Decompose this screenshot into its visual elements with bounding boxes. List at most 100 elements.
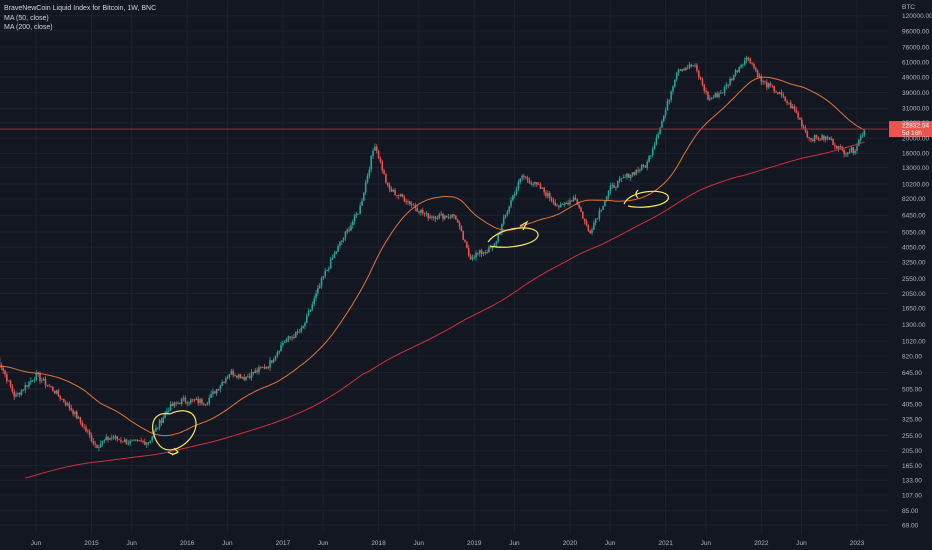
candle-body bbox=[515, 188, 518, 195]
annotation-loop-2020 bbox=[623, 189, 669, 208]
y-tick-label: 96000.00 bbox=[902, 28, 929, 35]
candle-body bbox=[478, 250, 481, 254]
candle-body bbox=[11, 386, 14, 392]
candle-body bbox=[513, 194, 516, 196]
candle-body bbox=[523, 175, 525, 177]
candle-body bbox=[767, 83, 770, 88]
candle-body bbox=[808, 137, 810, 138]
candle-body bbox=[167, 410, 170, 412]
candle-body bbox=[72, 410, 74, 415]
candle-body bbox=[830, 138, 833, 140]
candle-body bbox=[7, 380, 10, 382]
candle-body bbox=[112, 437, 115, 439]
candle-body bbox=[9, 380, 12, 387]
candle-body bbox=[721, 92, 724, 94]
candle-body bbox=[720, 92, 722, 94]
candle-body bbox=[800, 119, 803, 127]
y-tick-label: 133.00 bbox=[902, 478, 922, 485]
candle-body bbox=[353, 215, 356, 222]
candle-body bbox=[475, 253, 477, 258]
candle-body bbox=[223, 382, 225, 383]
candle-body bbox=[398, 195, 400, 197]
candle-body bbox=[679, 69, 682, 71]
candle-body bbox=[438, 214, 441, 219]
candle-body bbox=[611, 184, 614, 186]
candle-body bbox=[237, 374, 240, 378]
candle-body bbox=[151, 436, 154, 441]
candle-body bbox=[359, 205, 361, 214]
candle-body bbox=[390, 189, 393, 192]
candle-body bbox=[793, 106, 796, 110]
candle-body bbox=[366, 175, 369, 183]
candle-body bbox=[812, 139, 814, 142]
candle-body bbox=[506, 211, 509, 215]
candle-body bbox=[582, 211, 584, 219]
candle-body bbox=[263, 367, 266, 369]
candle-body bbox=[604, 200, 606, 207]
candle-body bbox=[567, 202, 569, 205]
candle-body bbox=[374, 146, 376, 151]
candle-body bbox=[701, 78, 704, 86]
candle-body bbox=[339, 242, 341, 246]
candle-body bbox=[832, 138, 834, 145]
candle-body bbox=[707, 92, 709, 100]
candle-body bbox=[79, 417, 82, 423]
candle-body bbox=[524, 176, 527, 178]
candle-body bbox=[771, 85, 774, 87]
x-tick-label: Jun bbox=[31, 540, 42, 547]
candle-body bbox=[101, 440, 104, 444]
y-tick-label: 8200.00 bbox=[902, 196, 926, 203]
x-axis[interactable]: Jun 2015 Jun 2016 Jun 2017 Jun 2018 Jun 2019 Jun 20… bbox=[31, 540, 865, 547]
candle-body bbox=[436, 218, 439, 219]
y-tick-label: 39000.00 bbox=[902, 90, 929, 97]
candle-body bbox=[24, 385, 27, 390]
candle-body bbox=[412, 204, 415, 206]
candle-body bbox=[591, 229, 593, 233]
candle-body bbox=[445, 215, 448, 218]
candle-body bbox=[464, 239, 466, 242]
candle-body bbox=[410, 204, 413, 206]
candle-body bbox=[186, 401, 188, 404]
x-tick-label: 2015 bbox=[84, 540, 99, 547]
candle-body bbox=[307, 311, 310, 316]
candle-body bbox=[96, 444, 98, 448]
candle-body bbox=[92, 441, 95, 444]
symbol-title[interactable]: BraveNewCoin Liquid Index for Bitcoin, 1… bbox=[4, 5, 157, 12]
candle-body bbox=[311, 304, 314, 310]
candle-body bbox=[618, 178, 621, 182]
y-tick-label: 255.00 bbox=[902, 433, 922, 440]
candle-body bbox=[144, 441, 146, 445]
candle-body bbox=[259, 367, 262, 369]
candle-body bbox=[681, 69, 683, 71]
y-tick-label: 505.00 bbox=[902, 386, 922, 393]
candle-body bbox=[732, 75, 735, 80]
candle-body bbox=[738, 67, 741, 72]
candle-body bbox=[440, 213, 442, 215]
candle-body bbox=[646, 161, 649, 168]
y-tick-label: 3250.00 bbox=[902, 259, 926, 266]
candle-body bbox=[55, 390, 58, 394]
ma50-legend[interactable]: MA (50, close) bbox=[4, 14, 49, 22]
candle-body bbox=[858, 140, 860, 146]
candle-body bbox=[333, 253, 336, 259]
currency-label: BTC bbox=[902, 4, 915, 11]
candle-body bbox=[609, 185, 612, 192]
last-price-countdown: 5d 16h bbox=[902, 130, 922, 137]
candle-body bbox=[764, 81, 766, 83]
candle-body bbox=[245, 376, 247, 380]
candle-body bbox=[317, 287, 319, 294]
y-axis[interactable]: 120000.00 96000.00 76000.00 61000.00 49000.0… bbox=[902, 4, 932, 529]
ma200-legend[interactable]: MA (200, close) bbox=[4, 24, 53, 31]
candle-body bbox=[396, 195, 398, 196]
candle-body bbox=[215, 388, 218, 394]
candle-body bbox=[346, 229, 349, 232]
candle-body bbox=[659, 127, 661, 135]
candle-body bbox=[118, 439, 120, 441]
last-price-tag bbox=[889, 121, 932, 138]
moving-averages bbox=[0, 76, 865, 479]
candle-body bbox=[256, 370, 258, 372]
candle-body bbox=[87, 431, 89, 432]
candle-body bbox=[147, 442, 150, 444]
y-tick-label: 1300.00 bbox=[902, 322, 926, 329]
